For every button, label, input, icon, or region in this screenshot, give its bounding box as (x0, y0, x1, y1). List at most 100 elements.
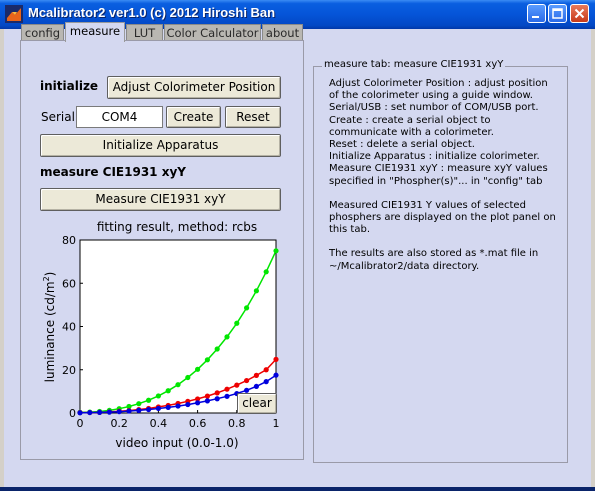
data-point (126, 408, 132, 414)
x-tick-label: 0.2 (110, 417, 128, 430)
info-line: ~/Mcalibrator2/data directory. (329, 260, 480, 272)
maximize-icon (552, 8, 563, 19)
data-point (263, 379, 269, 385)
data-point (146, 397, 152, 403)
x-tick-label: 0.4 (150, 417, 168, 430)
tab-about[interactable]: about (262, 24, 303, 40)
data-point (165, 388, 171, 394)
measure-xyy-button[interactable]: Measure CIE1931 xyY (40, 188, 281, 211)
y-tick-label: 80 (62, 234, 76, 247)
clear-button[interactable]: clear (237, 393, 277, 414)
data-point (253, 383, 259, 390)
data-point (273, 248, 279, 254)
data-point (204, 357, 210, 363)
minimize-icon (532, 16, 539, 18)
create-button[interactable]: Create (166, 106, 221, 128)
y-tick-label: 0 (69, 407, 76, 420)
data-point (234, 320, 240, 326)
info-paragraph: The results are also stored as *.mat fil… (329, 248, 561, 272)
data-point (204, 398, 210, 404)
info-line: Reset : delete a serial object. (329, 139, 475, 151)
data-point (263, 269, 269, 275)
luminance-chart: fitting result, method: rcbs 0 0.2 0.4 0.6 0… (42, 220, 280, 450)
data-point (175, 403, 181, 409)
info-line: Measure CIE1931 xyY : measure xyY values (329, 163, 548, 175)
maximize-button[interactable] (548, 4, 567, 23)
adjust-colorimeter-button[interactable]: Adjust Colorimeter Position (107, 76, 281, 99)
initialize-apparatus-button[interactable]: Initialize Apparatus (40, 134, 281, 157)
info-line: Adjust Colorimeter Position : adjust pos… (329, 78, 548, 89)
info-line: Serial/USB : set numbor of COM/USB port. (329, 102, 539, 114)
initialize-label: initialize (40, 79, 99, 93)
y-tick-label: 40 (62, 321, 76, 334)
data-point (165, 404, 171, 410)
window-bottom-border (0, 487, 595, 491)
y-tick-label: 60 (62, 277, 76, 290)
data-point (136, 401, 142, 407)
info-panel-title: measure tab: measure CIE1931 xyY (322, 59, 506, 70)
tab-measure[interactable]: measure (65, 22, 125, 42)
data-point (263, 367, 269, 373)
data-point (87, 409, 93, 416)
data-point (244, 377, 250, 384)
data-point (214, 390, 220, 396)
tab-config[interactable]: config (21, 24, 64, 40)
chart-title: fitting result, method: rcbs (97, 220, 257, 234)
data-point (273, 356, 279, 362)
serial-port-input[interactable]: COM4 (76, 106, 163, 128)
y-tick-label: 20 (62, 364, 76, 377)
info-line: of the colorimeter using a guide window. (329, 90, 533, 102)
measure-heading: measure CIE1931 xyY (40, 165, 186, 179)
data-point (195, 400, 201, 406)
x-tick-label: 0 (77, 417, 84, 430)
data-point (175, 382, 181, 388)
tab-color-calculator[interactable]: Color Calculator (164, 24, 261, 40)
data-point (224, 334, 230, 340)
data-point (126, 403, 132, 410)
info-line: Create : create a serial object to (329, 114, 491, 126)
data-point (244, 305, 250, 311)
x-tick-label: 0.8 (228, 417, 246, 430)
data-point (234, 382, 240, 388)
info-paragraph: Adjust Colorimeter Position : adjust pos… (329, 78, 561, 188)
data-point (97, 409, 103, 415)
tab-lut[interactable]: LUT (126, 24, 163, 40)
close-button[interactable] (570, 4, 589, 23)
data-point (214, 396, 220, 402)
data-point (214, 346, 220, 352)
data-point (195, 366, 201, 372)
info-text: Adjust Colorimeter Position : adjust pos… (329, 78, 561, 285)
info-paragraph: Measured CIE1931 Y values of selected pho… (329, 200, 561, 237)
data-point (224, 393, 230, 399)
data-point (253, 288, 259, 294)
data-point (77, 410, 83, 416)
data-point (136, 407, 142, 414)
x-axis-label: video input (0.0-1.0) (115, 436, 238, 450)
data-point (146, 406, 152, 413)
info-line: specified in "Phospher(s)"... in "config… (329, 175, 543, 187)
y-axis-label: luminance (cd/m2) (42, 272, 57, 383)
data-point (195, 396, 201, 402)
data-point (224, 386, 230, 392)
data-point (185, 374, 191, 381)
serial-label: Serial (41, 110, 75, 124)
info-line: The results are also stored as *.mat fil… (329, 248, 539, 260)
info-line: communicate with a colorimeter. (329, 126, 494, 138)
data-point (106, 409, 112, 415)
data-point (204, 393, 210, 399)
minimize-button[interactable] (527, 4, 546, 23)
x-tick-label: 1 (273, 417, 280, 430)
data-point (273, 372, 279, 378)
info-line: Initialize Apparatus : initialize colori… (329, 151, 540, 163)
data-point (185, 401, 191, 408)
close-icon (574, 8, 585, 19)
reset-button[interactable]: Reset (225, 106, 281, 128)
info-line: phosphers are displayed on the plot pane… (329, 212, 556, 224)
x-tick-label: 0.6 (189, 417, 207, 430)
data-point (244, 387, 250, 393)
window-title: Mcalibrator2 ver1.0 (c) 2012 Hiroshi Ban (28, 5, 276, 20)
data-point (253, 372, 259, 378)
matlab-icon (5, 5, 23, 23)
info-line: this tab. (329, 224, 371, 236)
